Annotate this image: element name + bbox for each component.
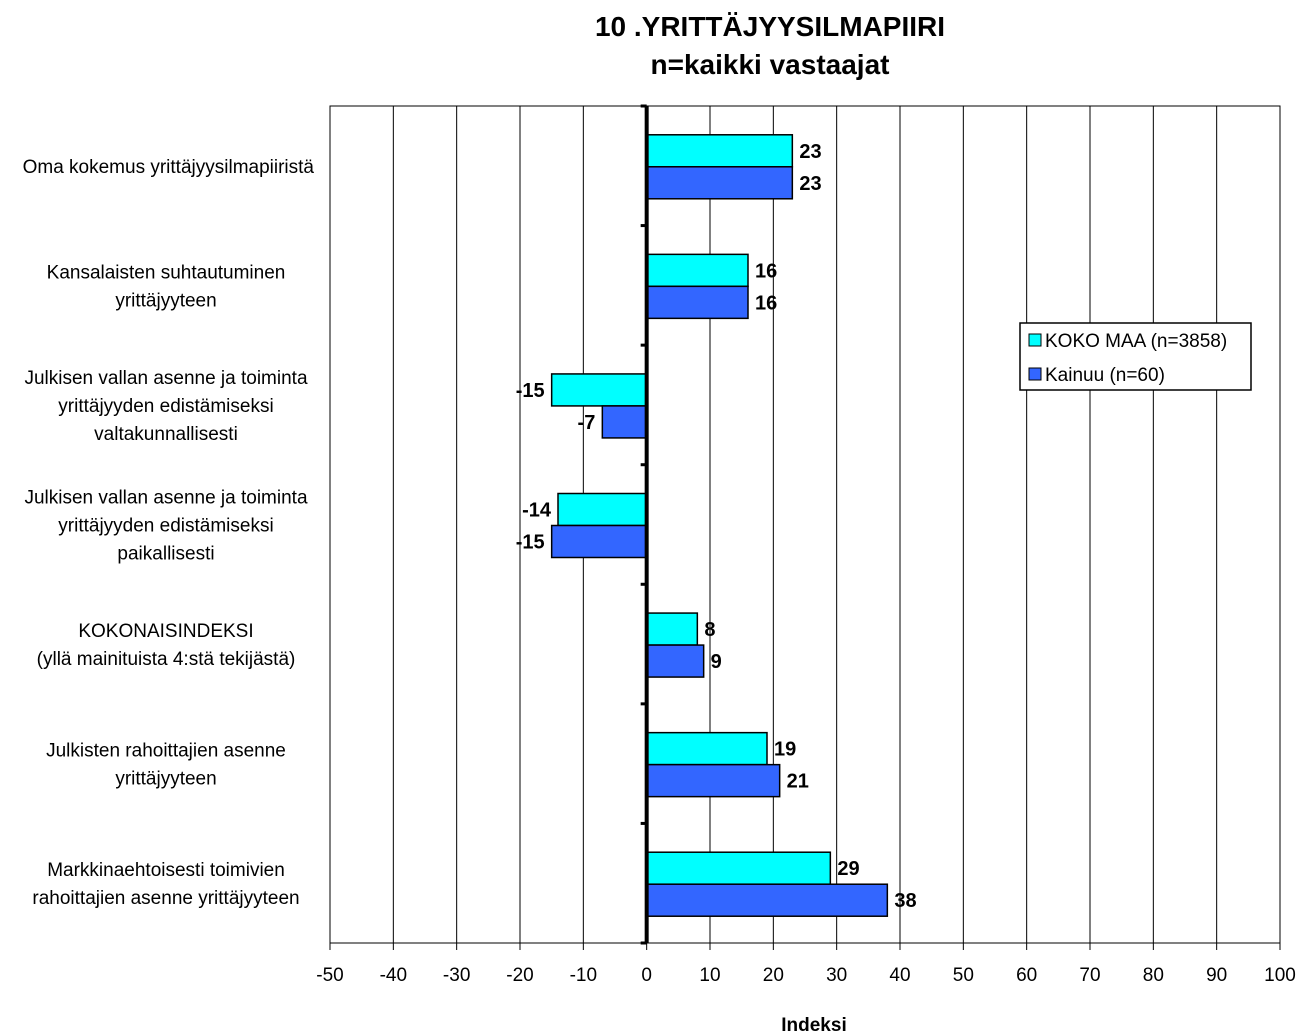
category-label: KOKONAISINDEKSI <box>78 621 253 642</box>
category-label: Kansalaisten suhtautuminen <box>47 262 286 283</box>
category-label: yrittäjyyden edistämiseksi <box>58 516 273 537</box>
legend-swatch <box>1028 367 1042 381</box>
bar-kainuu <box>550 524 648 559</box>
category-label: (yllä mainituista 4:stä tekijästä) <box>37 649 296 670</box>
x-tick-label: 20 <box>763 965 784 986</box>
category-label: Julkisen vallan asenne ja toiminta <box>24 368 307 389</box>
x-tick-label: -20 <box>506 965 533 986</box>
data-label: -14 <box>522 500 552 522</box>
data-labels: 23 23 16 16 -15 -7 -14 -15 8 9 19 21 29 38 <box>516 141 917 912</box>
x-tick-label: -50 <box>316 965 343 986</box>
x-tick-label: 100 <box>1264 965 1296 986</box>
data-label: 38 <box>894 890 916 912</box>
x-tick-label: 10 <box>699 965 720 986</box>
data-label: 8 <box>704 619 715 641</box>
category-label: paikallisesti <box>117 544 214 565</box>
category-label: valtakunnallisesti <box>94 424 238 445</box>
chart-title-line: n=kaikki vastaajat <box>651 49 890 80</box>
category-label: rahoittajien asenne yrittäjyyteen <box>32 888 299 909</box>
category-label: Julkisten rahoittajien asenne <box>46 741 286 762</box>
x-axis-title: Indeksi <box>781 1015 846 1036</box>
bar-koko-maa <box>645 731 768 766</box>
chart-title-line: 10 .YRITTÄJYYSILMAPIIRI <box>595 11 945 42</box>
category-labels: Oma kokemus yrittäjyysilmapiiristä Kansal… <box>23 157 315 909</box>
x-tick-label: 70 <box>1079 965 1100 986</box>
category-label: Oma kokemus yrittäjyysilmapiiristä <box>23 157 315 178</box>
bar-koko-maa <box>550 373 648 407</box>
x-tick-label: 80 <box>1143 965 1164 986</box>
legend-box <box>1019 322 1252 391</box>
x-tick-label: -30 <box>443 965 470 986</box>
legend-label: Kainuu (n=60) <box>1045 365 1165 386</box>
bar-koko-maa <box>645 851 832 885</box>
x-tick-label: -40 <box>380 965 407 986</box>
legend-swatch <box>1028 333 1042 347</box>
chart-title: 10 .YRITTÄJYYSILMAPIIRI n=kaikki vastaaja… <box>595 11 945 80</box>
legend: KOKO MAA (n=3858) Kainuu (n=60) <box>1019 322 1252 391</box>
x-tick-label: 0 <box>641 965 652 986</box>
data-label: -15 <box>516 532 545 554</box>
bar-kainuu <box>645 285 749 320</box>
data-label: 19 <box>774 739 796 761</box>
data-label: 16 <box>755 260 777 282</box>
category-label: yrittäjyyteen <box>115 769 216 790</box>
category-label: yrittäjyyden edistämiseksi <box>58 396 273 417</box>
bar-koko-maa <box>645 134 794 168</box>
x-tick-label: 90 <box>1206 965 1227 986</box>
data-label: 23 <box>799 173 821 195</box>
x-tick-label: 30 <box>826 965 847 986</box>
bar-kainuu <box>601 405 648 439</box>
data-label: 9 <box>711 651 722 673</box>
data-label: 29 <box>837 858 859 880</box>
legend-label: KOKO MAA (n=3858) <box>1045 331 1227 352</box>
plot-area <box>329 105 1281 944</box>
category-label: Markkinaehtoisesti toimivien <box>47 860 285 881</box>
bar-kainuu <box>645 763 781 798</box>
data-label: 23 <box>799 141 821 163</box>
bar-koko-maa <box>557 492 648 527</box>
x-tick-label: 40 <box>889 965 910 986</box>
bar-kainuu <box>645 644 705 678</box>
bar-kainuu <box>645 166 794 200</box>
data-label: 16 <box>755 292 777 314</box>
data-label: -7 <box>578 412 596 434</box>
data-label: 21 <box>787 771 809 793</box>
x-tick-label: 60 <box>1016 965 1037 986</box>
bar-koko-maa <box>645 612 699 646</box>
bar-kainuu <box>645 883 889 917</box>
category-label: Julkisen vallan asenne ja toiminta <box>24 488 307 509</box>
data-label: -15 <box>516 380 545 402</box>
x-tick-label: -10 <box>570 965 597 986</box>
bar-koko-maa <box>645 253 749 288</box>
x-tick-label: 50 <box>953 965 974 986</box>
category-label: yrittäjyyteen <box>115 290 216 311</box>
x-axis: -50 -40 -30 -20 -10 0 10 20 30 40 50 60 70 80 90 100 <box>316 942 1296 986</box>
